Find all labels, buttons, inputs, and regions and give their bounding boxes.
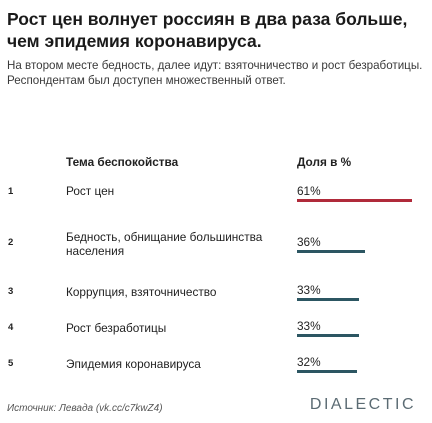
bar [297, 199, 412, 202]
bar [297, 250, 365, 253]
row-rank: 5 [8, 358, 14, 369]
table-row: 4 Рост безработицы 33% [0, 316, 432, 356]
table-row: 5 Эпидемия коронавируса 32% [0, 352, 432, 392]
row-rank: 1 [8, 186, 14, 197]
bar-value-label: 33% [297, 283, 321, 297]
bar [297, 370, 357, 373]
row-topic-label: Рост безработицы [66, 321, 167, 335]
table-row: 2 Бедность, обнищание большинства населен… [0, 222, 432, 262]
brand-logo: DIALECTIC [309, 396, 416, 413]
table-row: 3 Коррупция, взяточничество 33% [0, 280, 432, 320]
chart-subtitle: На втором месте бедность, далее идут: вз… [7, 59, 423, 87]
bar-value-label: 32% [297, 355, 321, 369]
column-header-topic: Тема беспокойства [66, 155, 179, 169]
bar-value-label: 36% [297, 235, 321, 249]
row-rank: 2 [8, 237, 14, 248]
row-topic-label: Бедность, обнищание большинства населени… [66, 230, 263, 258]
source-note: Источник: Левада (vk.cc/c7kwZ4) [7, 403, 163, 414]
row-topic-label: Рост цен [66, 184, 115, 198]
row-rank: 4 [8, 322, 14, 333]
bar-value-label: 61% [297, 184, 321, 198]
row-topic-label: Эпидемия коронавируса [66, 357, 201, 371]
row-topic-label: Коррупция, взяточничество [66, 285, 217, 299]
column-header-share: Доля в % [297, 155, 352, 169]
bar [297, 334, 359, 337]
table-row: 1 Рост цен 61% [0, 182, 432, 222]
row-rank: 3 [8, 286, 14, 297]
bar-value-label: 33% [297, 319, 321, 333]
chart-title: Рост цен волнует россиян в два раза боль… [7, 9, 408, 51]
bar [297, 298, 359, 301]
